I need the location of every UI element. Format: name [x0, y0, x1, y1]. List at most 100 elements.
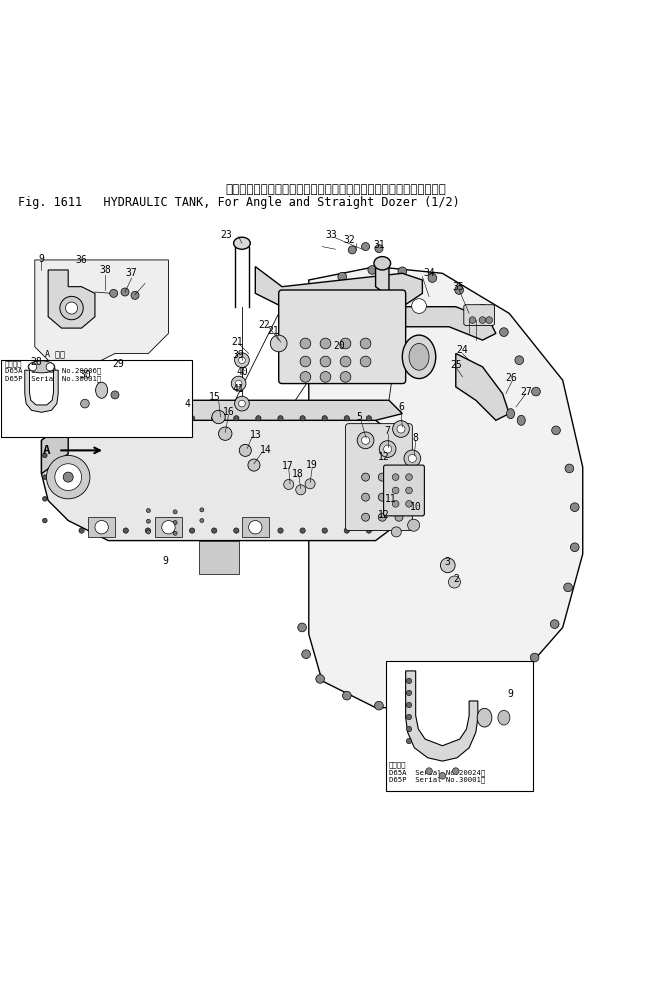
Ellipse shape: [407, 739, 412, 744]
Polygon shape: [68, 400, 403, 420]
Text: 23: 23: [221, 230, 232, 240]
Ellipse shape: [378, 514, 386, 522]
Ellipse shape: [322, 528, 327, 534]
Ellipse shape: [407, 679, 412, 684]
Ellipse shape: [362, 242, 370, 250]
Text: A: A: [43, 443, 50, 456]
Ellipse shape: [109, 289, 117, 297]
Text: 16: 16: [223, 406, 234, 416]
Ellipse shape: [409, 454, 416, 462]
Text: 24: 24: [456, 345, 468, 355]
Polygon shape: [42, 420, 416, 541]
Ellipse shape: [167, 415, 172, 421]
Ellipse shape: [145, 528, 150, 534]
Text: 21: 21: [231, 337, 243, 347]
Ellipse shape: [42, 496, 47, 502]
Ellipse shape: [403, 335, 435, 378]
Ellipse shape: [348, 246, 356, 254]
Text: ハイドロリック　タンク　アングル　および　ストレート　ドーザ用: ハイドロリック タンク アングル および ストレート ドーザ用: [225, 183, 446, 196]
Ellipse shape: [368, 265, 376, 274]
Text: 27: 27: [520, 386, 532, 396]
Ellipse shape: [338, 272, 346, 281]
Ellipse shape: [486, 316, 493, 323]
FancyBboxPatch shape: [464, 304, 495, 325]
Bar: [155, 518, 182, 538]
Ellipse shape: [507, 408, 515, 418]
Ellipse shape: [444, 702, 452, 710]
Ellipse shape: [46, 362, 54, 370]
Ellipse shape: [42, 474, 47, 479]
Text: 9: 9: [38, 253, 44, 263]
Text: 39: 39: [233, 349, 244, 359]
Ellipse shape: [239, 356, 246, 363]
Bar: [199, 541, 239, 574]
Ellipse shape: [384, 445, 392, 453]
Text: 3: 3: [445, 557, 451, 567]
Ellipse shape: [374, 256, 391, 270]
Text: 適用号番
D65A  Serial No.20024～
D65P  Serial No.30001～: 適用号番 D65A Serial No.20024～ D65P Serial N…: [389, 762, 485, 783]
Text: 14: 14: [260, 445, 271, 455]
Ellipse shape: [305, 478, 315, 488]
Text: 29: 29: [113, 358, 124, 368]
Ellipse shape: [342, 692, 351, 700]
Ellipse shape: [360, 338, 371, 348]
Ellipse shape: [298, 623, 307, 632]
Ellipse shape: [515, 355, 523, 364]
Ellipse shape: [300, 415, 305, 421]
Polygon shape: [25, 370, 58, 412]
Ellipse shape: [278, 528, 283, 534]
Ellipse shape: [344, 415, 350, 421]
Ellipse shape: [425, 768, 432, 775]
Ellipse shape: [552, 426, 560, 434]
Ellipse shape: [428, 273, 437, 282]
Ellipse shape: [439, 773, 446, 779]
Ellipse shape: [63, 472, 73, 482]
Ellipse shape: [66, 302, 78, 314]
Ellipse shape: [231, 376, 246, 391]
Text: 7: 7: [384, 426, 390, 436]
Ellipse shape: [375, 244, 383, 252]
Ellipse shape: [320, 338, 331, 348]
Ellipse shape: [146, 520, 150, 524]
Text: 22: 22: [258, 319, 270, 329]
Ellipse shape: [300, 528, 305, 534]
Text: 26: 26: [505, 373, 517, 383]
Ellipse shape: [322, 415, 327, 421]
Ellipse shape: [397, 425, 405, 433]
Text: 41: 41: [233, 384, 244, 394]
Ellipse shape: [123, 528, 128, 534]
Ellipse shape: [477, 709, 492, 727]
Text: 6: 6: [398, 402, 404, 412]
Text: 20: 20: [333, 341, 345, 351]
Ellipse shape: [239, 400, 246, 407]
Ellipse shape: [362, 493, 370, 502]
Text: 12: 12: [378, 452, 389, 462]
Text: 9: 9: [508, 690, 513, 700]
Ellipse shape: [316, 675, 325, 684]
Ellipse shape: [448, 576, 460, 588]
Ellipse shape: [234, 237, 250, 249]
Text: Fig. 1611   HYDRAULIC TANK, For Angle and Straight Dozer (1/2): Fig. 1611 HYDRAULIC TANK, For Angle and …: [18, 196, 460, 209]
Ellipse shape: [406, 500, 413, 508]
Text: 12: 12: [378, 511, 389, 521]
Ellipse shape: [200, 508, 204, 512]
Ellipse shape: [440, 558, 455, 573]
Ellipse shape: [46, 455, 90, 498]
Ellipse shape: [404, 450, 421, 466]
Ellipse shape: [406, 487, 413, 493]
Ellipse shape: [398, 267, 407, 275]
Text: 8: 8: [413, 432, 419, 442]
Ellipse shape: [256, 415, 261, 421]
Ellipse shape: [340, 338, 351, 348]
Text: 21: 21: [268, 326, 279, 336]
Ellipse shape: [81, 399, 89, 408]
Polygon shape: [456, 353, 509, 420]
Text: 25: 25: [450, 359, 462, 369]
Ellipse shape: [455, 285, 464, 294]
Ellipse shape: [212, 410, 225, 423]
Bar: [386, 661, 533, 791]
Polygon shape: [42, 420, 68, 473]
Text: 38: 38: [99, 265, 111, 275]
Ellipse shape: [173, 532, 177, 536]
Ellipse shape: [121, 288, 129, 296]
